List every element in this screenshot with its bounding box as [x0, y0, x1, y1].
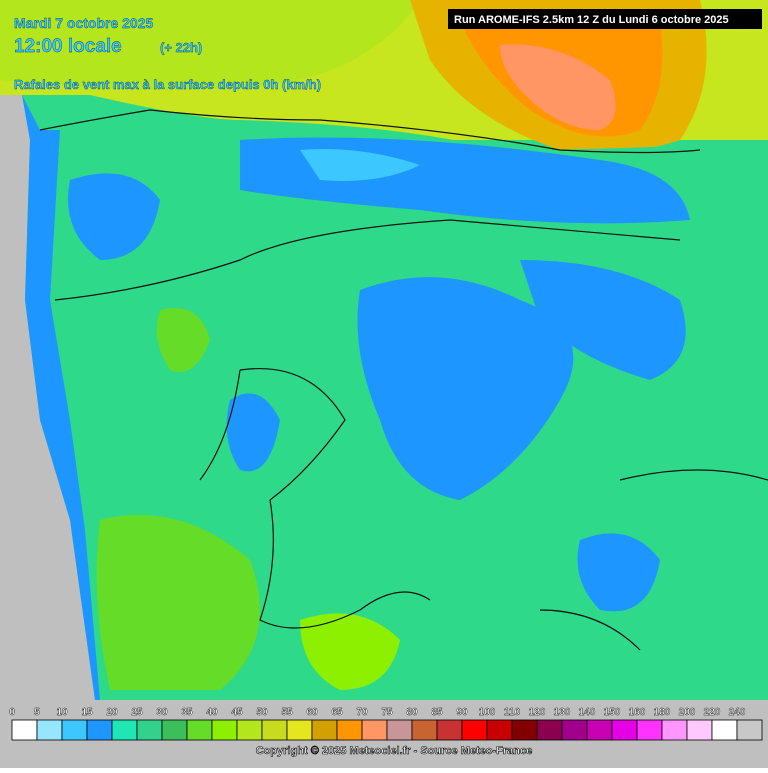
legend-swatch [736, 719, 763, 741]
legend-swatch [311, 719, 338, 741]
legend-label: 140 [579, 707, 596, 718]
legend-label: 45 [231, 707, 243, 718]
legend-swatch [411, 719, 438, 741]
legend-label: 220 [704, 707, 721, 718]
legend-label: 0 [9, 707, 15, 718]
legend-swatch [611, 719, 638, 741]
legend-label: 200 [679, 707, 696, 718]
legend-swatch [161, 719, 188, 741]
legend-label: 100 [479, 707, 496, 718]
legend-label: 10 [56, 707, 68, 718]
legend-label: 50 [256, 707, 268, 718]
legend-label: 15 [81, 707, 93, 718]
coast-band [22, 95, 100, 700]
legend-swatch [11, 719, 38, 741]
wind-zone [577, 533, 660, 612]
wind-zone [68, 173, 160, 260]
copyright: Copyright © 2025 Meteociel.fr - Source M… [256, 745, 532, 757]
legend-swatch [461, 719, 488, 741]
date: Mardi 7 octobre 2025 [14, 15, 153, 31]
legend-label: 110 [504, 707, 521, 718]
legend-label: 55 [281, 707, 293, 718]
legend-swatch [61, 719, 88, 741]
wind-zone [500, 44, 616, 130]
legend-label: 60 [306, 707, 318, 718]
legend-swatch [636, 719, 663, 741]
legend-label: 40 [206, 707, 218, 718]
legend-swatch [436, 719, 463, 741]
legend-swatch [536, 719, 563, 741]
legend-label: 5 [34, 707, 40, 718]
legend-swatch [236, 719, 263, 741]
wind-zone [156, 308, 210, 372]
legend-swatch [86, 719, 113, 741]
legend-swatch [186, 719, 213, 741]
legend-swatch [511, 719, 538, 741]
wind-zone [300, 149, 420, 181]
wind-zone [300, 613, 400, 690]
time: 12:00 locale [14, 36, 122, 57]
legend-swatch [386, 719, 413, 741]
wind-zone [96, 515, 261, 690]
legend-label: 75 [381, 707, 393, 718]
legend-label: 240 [729, 707, 746, 718]
parameter: Rafales de vent max à la surface depuis … [14, 77, 321, 92]
legend-swatch [486, 719, 513, 741]
legend-label: 25 [131, 707, 143, 718]
legend-label: 90 [456, 707, 468, 718]
legend-label: 80 [406, 707, 418, 718]
run: Run AROME-IFS 2.5km 12 Z du Lundi 6 octo… [454, 14, 729, 26]
legend-swatch [211, 719, 238, 741]
legend-swatch [686, 719, 713, 741]
legend-swatch [286, 719, 313, 741]
legend-swatch [586, 719, 613, 741]
border [39, 109, 768, 651]
legend-label: 20 [106, 707, 118, 718]
legend-label: 85 [431, 707, 443, 718]
legend: 0 5 10 15 20 25 30 35 40 45 50 55 60 65 70 75 80 85 90 100 1… [9, 707, 763, 741]
legend-swatch [261, 719, 288, 741]
legend-label: 120 [529, 707, 546, 718]
legend-label: 70 [356, 707, 368, 718]
legend-swatch [136, 719, 163, 741]
legend-swatch [561, 719, 588, 741]
wind-zone [0, 0, 420, 90]
legend-label: 130 [554, 707, 571, 718]
legend-swatch [111, 719, 138, 741]
legend-label: 180 [654, 707, 671, 718]
wind-zone [520, 260, 686, 380]
legend-swatch [336, 719, 363, 741]
run-box [448, 9, 762, 29]
ocean [0, 95, 95, 700]
legend-swatch [711, 719, 738, 741]
legend-swatch [36, 719, 63, 741]
legend-label: 160 [629, 707, 646, 718]
wind-zone [226, 393, 280, 472]
legend-swatch [661, 719, 688, 741]
legend-swatch [361, 719, 388, 741]
legend-label: 30 [156, 707, 168, 718]
legend-label: 65 [331, 707, 343, 718]
legend-label: 150 [604, 707, 621, 718]
legend-label: 35 [181, 707, 193, 718]
wind-zone [357, 277, 574, 500]
offset: (+ 22h) [160, 40, 202, 55]
